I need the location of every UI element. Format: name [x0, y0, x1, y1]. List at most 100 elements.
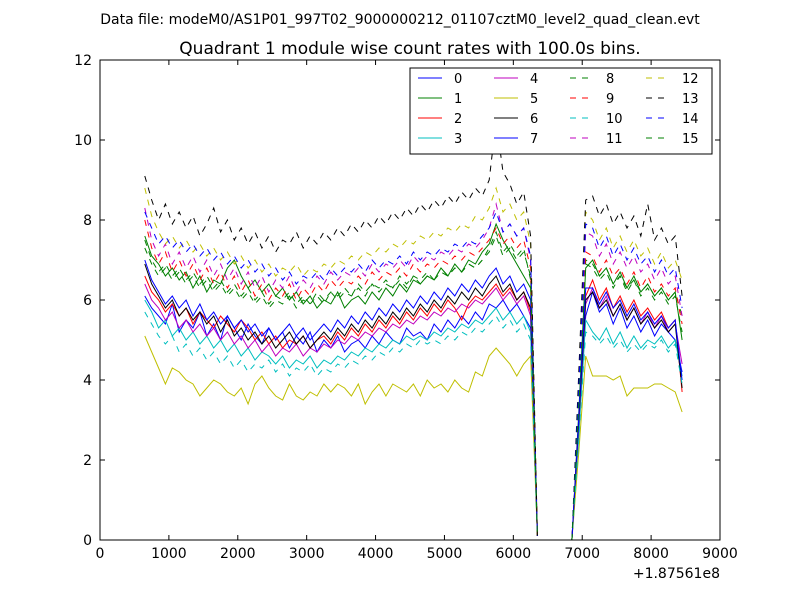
x-offset-label: +1.87561e8: [633, 566, 720, 582]
x-tick-label: 8000: [633, 546, 669, 562]
y-tick-label: 12: [74, 53, 92, 69]
series-14-line-2: [571, 223, 683, 541]
legend-entry-5: 5: [494, 92, 538, 107]
series-14: [144, 210, 683, 541]
series-2: [144, 275, 683, 541]
series-15-line-1: [144, 230, 538, 537]
x-tick-label: 3000: [289, 546, 325, 562]
legend-entry-9: 9: [570, 92, 614, 107]
series-0-line-2: [571, 290, 683, 541]
x-tick-label: 2000: [220, 546, 256, 562]
series-13: [144, 119, 683, 541]
legend-entry-6: 6: [494, 112, 538, 127]
legend-entry-3: 3: [418, 132, 462, 147]
series-2-line-1: [144, 275, 538, 537]
legend-entry-4: 4: [494, 72, 538, 87]
chart-title: Quadrant 1 module wise count rates with …: [179, 39, 640, 59]
series-8-line-2: [571, 259, 683, 541]
series-12: [144, 186, 683, 541]
legend-entry-2: 2: [418, 112, 462, 127]
x-tick-label: 0: [96, 546, 105, 562]
series-0: [144, 290, 683, 541]
series-14-line-1: [144, 210, 538, 537]
legend-label: 9: [606, 92, 614, 107]
legend-entry-1: 1: [418, 92, 462, 107]
legend-entry-11: 11: [570, 132, 623, 147]
x-tick-label: 6000: [496, 546, 532, 562]
figure-suptitle: Data file: modeM0/AS1P01_997T02_90000002…: [100, 12, 700, 28]
x-tick-label: 5000: [427, 546, 463, 562]
legend-label: 3: [454, 132, 462, 147]
series-12-line-2: [571, 210, 683, 541]
tick-layer: 0 1000 2000 3000 4000 5000 6000 7000 8000 9000 0 2 4…: [74, 53, 738, 562]
legend-entry-0: 0: [418, 72, 462, 87]
series-9-line-2: [571, 251, 683, 541]
series-10: [144, 311, 683, 541]
series-11-line-1: [144, 202, 538, 537]
series-layer: [144, 119, 683, 541]
legend-label: 10: [606, 112, 623, 127]
series-9-line-1: [144, 219, 538, 537]
y-tick-label: 10: [74, 133, 92, 149]
series-15: [144, 230, 683, 541]
series-4-line-2: [571, 286, 683, 541]
series-6-line-1: [144, 263, 538, 537]
legend-entry-10: 10: [570, 112, 623, 127]
series-6-line-2: [571, 291, 683, 541]
series-6: [144, 263, 683, 541]
y-tick-label: 6: [83, 293, 92, 309]
series-5-line-1: [144, 335, 538, 537]
x-tick-label: 1000: [151, 546, 187, 562]
series-1-line-1: [144, 222, 538, 537]
legend-entry-14: 14: [646, 112, 699, 127]
y-tick-label: 4: [83, 373, 92, 389]
x-tick-label: 9000: [702, 546, 738, 562]
series-13-line-2: [571, 195, 683, 541]
legend-entry-12: 12: [646, 72, 699, 87]
y-tick-label: 0: [83, 533, 92, 549]
legend-entry-15: 15: [646, 132, 699, 147]
legend-label: 13: [682, 92, 699, 107]
y-tick-label: 2: [83, 453, 92, 469]
legend-label: 15: [682, 132, 699, 147]
series-1: [144, 222, 683, 541]
series-1-line-2: [571, 259, 683, 541]
series-15-line-2: [571, 263, 683, 541]
series-13-line-1: [144, 119, 538, 537]
legend-label: 6: [530, 112, 538, 127]
series-7: [144, 259, 683, 541]
series-2-line-2: [571, 278, 683, 541]
legend-label: 1: [454, 92, 462, 107]
legend-label: 8: [606, 72, 614, 87]
legend-entry-8: 8: [570, 72, 614, 87]
series-3-line-2: [571, 318, 683, 541]
legend-label: 12: [682, 72, 699, 87]
legend-label: 7: [530, 132, 538, 147]
series-5: [144, 335, 683, 541]
legend-entry-13: 13: [646, 92, 699, 107]
series-3-line-1: [144, 299, 538, 537]
legend-label: 0: [454, 72, 462, 87]
legend-label: 5: [530, 92, 538, 107]
series-10-line-1: [144, 311, 538, 537]
series-12-line-1: [144, 186, 538, 537]
series-11-line-2: [571, 231, 683, 541]
y-tick-label: 8: [83, 213, 92, 229]
legend-label: 11: [606, 132, 623, 147]
legend-label: 2: [454, 112, 462, 127]
series-3: [144, 299, 683, 541]
series-7-line-1: [144, 259, 538, 537]
series-0-line-1: [144, 295, 538, 537]
x-tick-label: 7000: [564, 546, 600, 562]
series-5-line-2: [571, 355, 683, 541]
series-11: [144, 202, 683, 541]
legend-label: 14: [682, 112, 699, 127]
series-9: [144, 219, 683, 541]
legend-entry-7: 7: [494, 132, 538, 147]
series-4-line-1: [144, 283, 538, 537]
series-7-line-2: [571, 287, 683, 541]
series-8: [144, 234, 683, 541]
